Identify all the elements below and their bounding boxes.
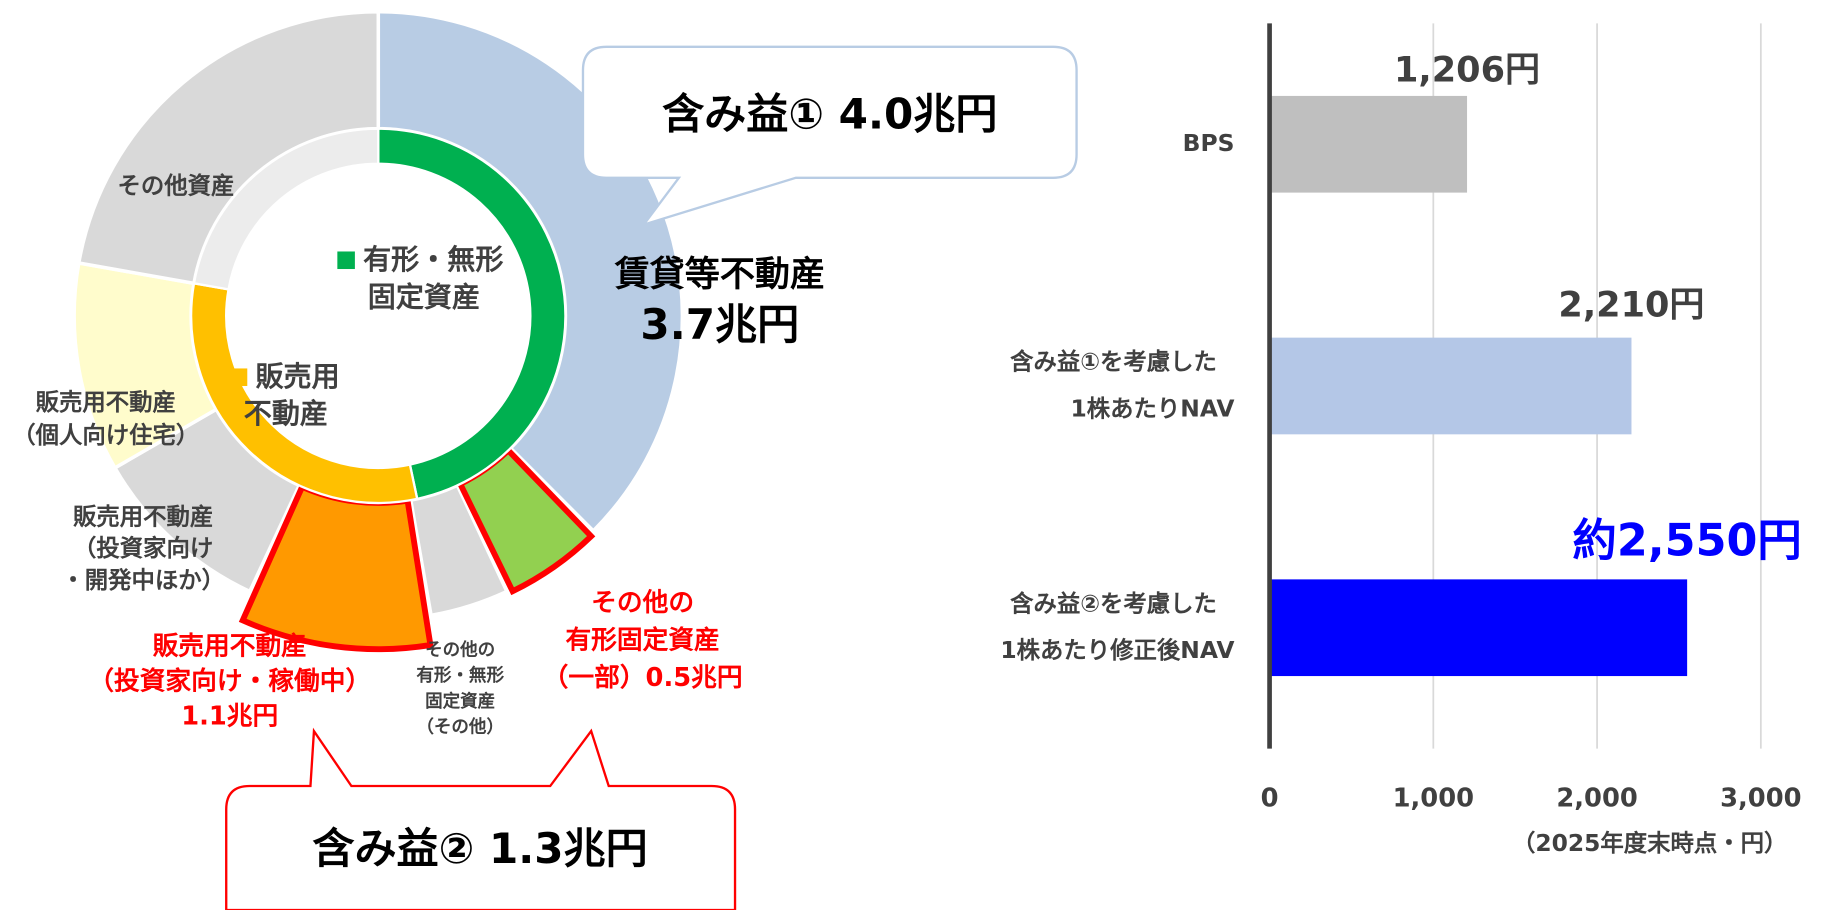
inner-label: 固定資産 (368, 280, 480, 313)
inner-ring-segment (192, 127, 380, 291)
x-tick-label: 1,000 (1393, 783, 1474, 813)
y-tick-label: 含み益②を考慮した 1株あたり修正後NAV (1000, 589, 1234, 664)
segment-label: 3.7兆円 (640, 300, 799, 349)
legend-swatch (337, 251, 355, 270)
segment-label: （個人向け住宅） (12, 421, 199, 449)
callout (225, 727, 737, 910)
segment-label: ・開発中ほか） (61, 566, 225, 594)
segment-label: 有形固定資産 (565, 624, 719, 655)
y-tick-label: BPS (1183, 129, 1235, 157)
segment-label: （その他） (416, 717, 504, 738)
x-tick-label: 0 (1261, 783, 1279, 813)
bar (1269, 579, 1688, 677)
segment-label: その他の (591, 588, 694, 618)
segment-label: （投資家向け (73, 534, 213, 562)
segment-label: 固定資産 (425, 691, 495, 712)
callout-text: 含み益② 1.3兆円 (312, 824, 647, 873)
segment-label: 賃貸等不動産 (614, 254, 825, 295)
bar (1269, 337, 1632, 435)
inner-ring-segment (377, 127, 567, 501)
segment-label: 販売用不動産 (36, 388, 176, 416)
legend-swatch (229, 368, 248, 386)
segment-label: 有形・無形 (416, 665, 504, 686)
segment-label: 1.1兆円 (181, 702, 278, 732)
value-label: 2,210円 (1558, 284, 1704, 325)
inner-label: 不動産 (244, 397, 328, 430)
value-label: 約2,550円 (1572, 516, 1801, 567)
bar-chart: 0 1,000 2,000 3,000 （2025年度末時点・円） 1,206円 BPS 2,… (1000, 23, 1802, 857)
segment-label: 販売用不動産 (153, 630, 307, 661)
inner-label: 販売用 (255, 360, 339, 393)
segment-label: （投資家向け・稼働中） (88, 665, 371, 696)
callout-text: 含み益① 4.0兆円 (662, 89, 997, 138)
segment-label: 販売用不動産 (73, 503, 213, 531)
value-label: 1,206円 (1394, 50, 1540, 91)
callout (581, 45, 1078, 227)
y-tick-label: 含み益①を考慮した 1株あたりNAV (1010, 347, 1234, 422)
segment-label: （一部）0.5兆円 (543, 663, 743, 693)
inner-label: 有形・無形 (363, 243, 503, 276)
x-tick-label: 2,000 (1556, 783, 1637, 813)
center (227, 164, 530, 467)
x-tick-label: 3,000 (1720, 783, 1801, 813)
segment-label: その他資産 (117, 172, 234, 200)
bar (1269, 95, 1468, 193)
x-axis-label: （2025年度末時点・円） (1512, 829, 1787, 857)
segment-label: その他の (425, 639, 495, 660)
